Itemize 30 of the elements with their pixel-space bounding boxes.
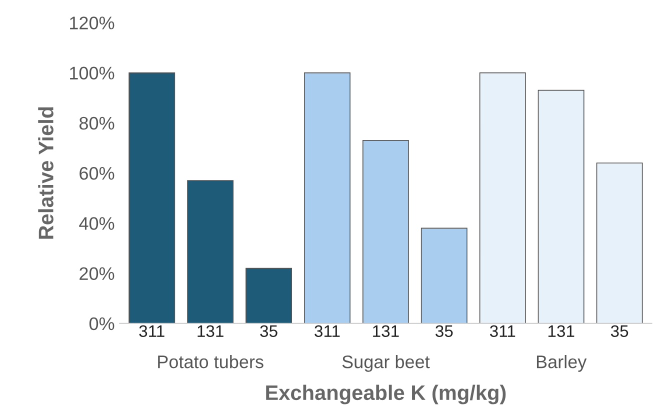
x-tick-label: 311 xyxy=(314,325,340,338)
bar xyxy=(246,268,292,324)
y-tick-label: 20% xyxy=(80,267,114,280)
bar xyxy=(187,180,234,324)
y-tick-label: 60% xyxy=(80,166,114,180)
y-tick-label: 80% xyxy=(79,116,114,130)
bar xyxy=(538,90,584,324)
x-tick-label: 35 xyxy=(436,325,453,338)
text: Sugar beet xyxy=(342,355,430,372)
bar xyxy=(304,72,350,324)
bar xyxy=(128,72,176,324)
text: Potato tubers xyxy=(158,355,264,368)
x-tick-label: 35 xyxy=(260,325,278,338)
x-tick-label: 131 xyxy=(373,325,399,338)
x-tick-label: 311 xyxy=(490,325,516,338)
x-tick-label: 35 xyxy=(610,325,628,338)
x-tick-label: 311 xyxy=(139,325,164,338)
bar xyxy=(479,72,526,324)
x-axis-title: Exchangeable K (mg/kg) xyxy=(266,384,506,404)
y-tick-label: 40% xyxy=(79,217,114,230)
y-tick-label: 0% xyxy=(89,317,114,330)
text: Barley xyxy=(536,355,587,372)
x-tick-label: 131 xyxy=(198,325,224,338)
bar xyxy=(596,162,643,324)
y-tick-label: 100% xyxy=(70,66,114,80)
y-axis-title: Relative Yield xyxy=(38,107,54,239)
bar xyxy=(420,228,468,324)
bar xyxy=(362,140,409,324)
x-tick-label: 131 xyxy=(548,325,574,338)
y-tick-label: 120% xyxy=(70,16,114,30)
